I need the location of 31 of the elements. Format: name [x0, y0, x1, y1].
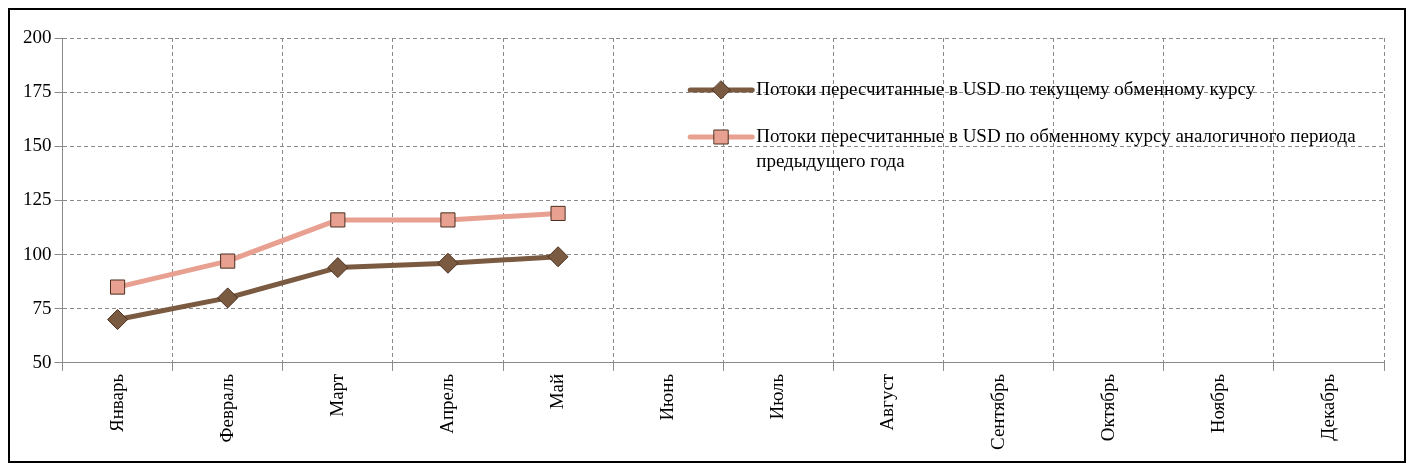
x-tick-label: Февраль [215, 373, 237, 443]
y-tick-label: 150 [23, 134, 52, 156]
point [109, 279, 126, 295]
legend-label: Потоки пересчитанные в USD по текущему обменному курсу [756, 77, 1256, 99]
point [550, 205, 566, 221]
x-tick-label: Июнь [656, 373, 678, 421]
x-tick-label: Май [546, 373, 568, 410]
point [440, 212, 456, 228]
x-tick-label: Август [876, 373, 898, 431]
point [107, 309, 129, 331]
point [327, 257, 349, 279]
y-tick-label: 50 [32, 350, 52, 372]
x-tick-label: Октябрь [1096, 373, 1118, 442]
x-tick-label: Декабрь [1316, 373, 1338, 441]
y-tick-label: 75 [32, 296, 52, 318]
y-tick-label: 125 [23, 188, 52, 210]
x-tick-label: Апрель [435, 373, 457, 434]
point [437, 252, 459, 274]
legend-label: Потоки пересчитанные в USD по обменному курсу аналогичного периода предыдущего года [756, 124, 1357, 171]
x-tick-label: Сентябрь [986, 373, 1008, 451]
x-tick-label: Март [325, 373, 347, 417]
y-tick-label: 200 [23, 25, 52, 47]
x-tick-label: Ноябрь [1206, 373, 1228, 434]
x-tick-label: Январь [105, 373, 127, 433]
point [330, 212, 346, 228]
x-tick-label: Июль [766, 373, 788, 420]
y-tick-label: 175 [23, 80, 52, 102]
point [547, 246, 569, 268]
y-tick-label: 100 [23, 242, 52, 264]
point [217, 287, 239, 309]
point [220, 253, 236, 269]
